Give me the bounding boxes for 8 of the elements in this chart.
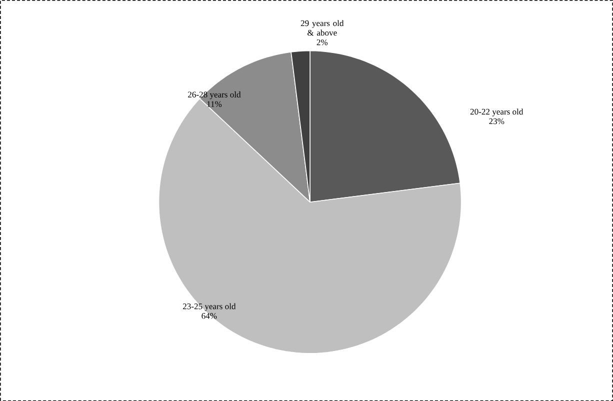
data-label: 64%: [202, 312, 217, 319]
slice-label: 29 years old & above: [300, 20, 344, 36]
data-label: 2%: [316, 39, 328, 46]
slice-label: 26-28 years old: [188, 91, 241, 100]
data-label: 23%: [489, 118, 504, 124]
data-label: 11%: [207, 101, 222, 107]
slice-label: 23-25 years old: [183, 303, 236, 311]
slice-label: 20-22 years old: [470, 108, 524, 116]
